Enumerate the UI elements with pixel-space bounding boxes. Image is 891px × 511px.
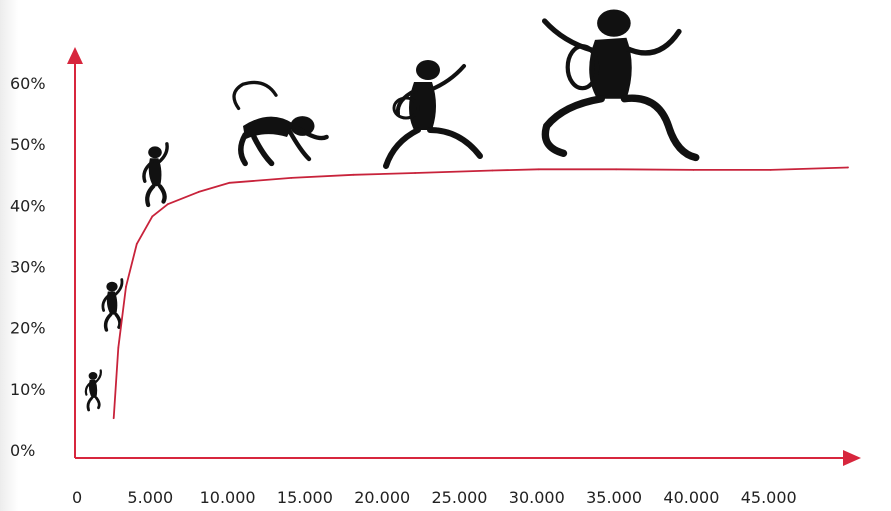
tick-labels: 0% 10% 20% 30% 40% 50% 60% 0 5.000 10.000 15.000 20… bbox=[10, 74, 797, 507]
x-tick-label: 0 bbox=[72, 488, 82, 507]
data-point bbox=[615, 168, 617, 171]
data-point bbox=[135, 243, 138, 245]
x-tick-label: 10.000 bbox=[200, 488, 256, 507]
y-tick-label: 40% bbox=[10, 196, 46, 215]
figure-running bbox=[383, 60, 483, 169]
series-layer bbox=[112, 166, 849, 420]
figure-crawling bbox=[232, 80, 329, 167]
data-point bbox=[125, 285, 127, 288]
y-tick-label: 50% bbox=[10, 135, 46, 154]
data-point bbox=[769, 169, 772, 171]
y-tick-label: 60% bbox=[10, 74, 46, 93]
x-tick-label: 35.000 bbox=[586, 488, 642, 507]
y-axis-arrow-icon bbox=[67, 47, 83, 64]
data-point bbox=[197, 191, 200, 193]
axes bbox=[67, 47, 861, 466]
y-tick-label: 30% bbox=[10, 258, 46, 277]
data-point bbox=[847, 166, 849, 169]
x-tick-label: 20.000 bbox=[354, 488, 410, 507]
figure-jumping bbox=[541, 9, 700, 162]
figure-small-middle bbox=[101, 278, 124, 332]
data-point bbox=[537, 168, 540, 171]
data-point bbox=[151, 215, 154, 218]
data-point bbox=[352, 173, 355, 176]
figure-small-bottom bbox=[84, 369, 102, 412]
figure-climbing bbox=[142, 142, 169, 208]
data-point bbox=[228, 181, 231, 184]
x-axis-arrow-icon bbox=[843, 450, 861, 466]
data-point bbox=[117, 347, 120, 349]
data-point bbox=[414, 172, 417, 174]
y-tick-label: 20% bbox=[10, 319, 46, 338]
data-point bbox=[166, 203, 169, 206]
series-line bbox=[112, 166, 849, 419]
x-tick-label: 5.000 bbox=[127, 488, 173, 507]
x-tick-label: 30.000 bbox=[509, 488, 565, 507]
x-tick-label: 15.000 bbox=[277, 488, 333, 507]
x-tick-label: 45.000 bbox=[741, 488, 797, 507]
x-tick-label: 40.000 bbox=[663, 488, 719, 507]
climbing-figures-decoration bbox=[84, 9, 700, 412]
data-point bbox=[491, 169, 494, 172]
data-point bbox=[290, 176, 293, 179]
y-tick-label: 0% bbox=[10, 441, 35, 460]
y-tick-label: 10% bbox=[10, 380, 46, 399]
data-point bbox=[692, 169, 695, 171]
data-point bbox=[112, 417, 115, 420]
x-tick-label: 25.000 bbox=[432, 488, 488, 507]
